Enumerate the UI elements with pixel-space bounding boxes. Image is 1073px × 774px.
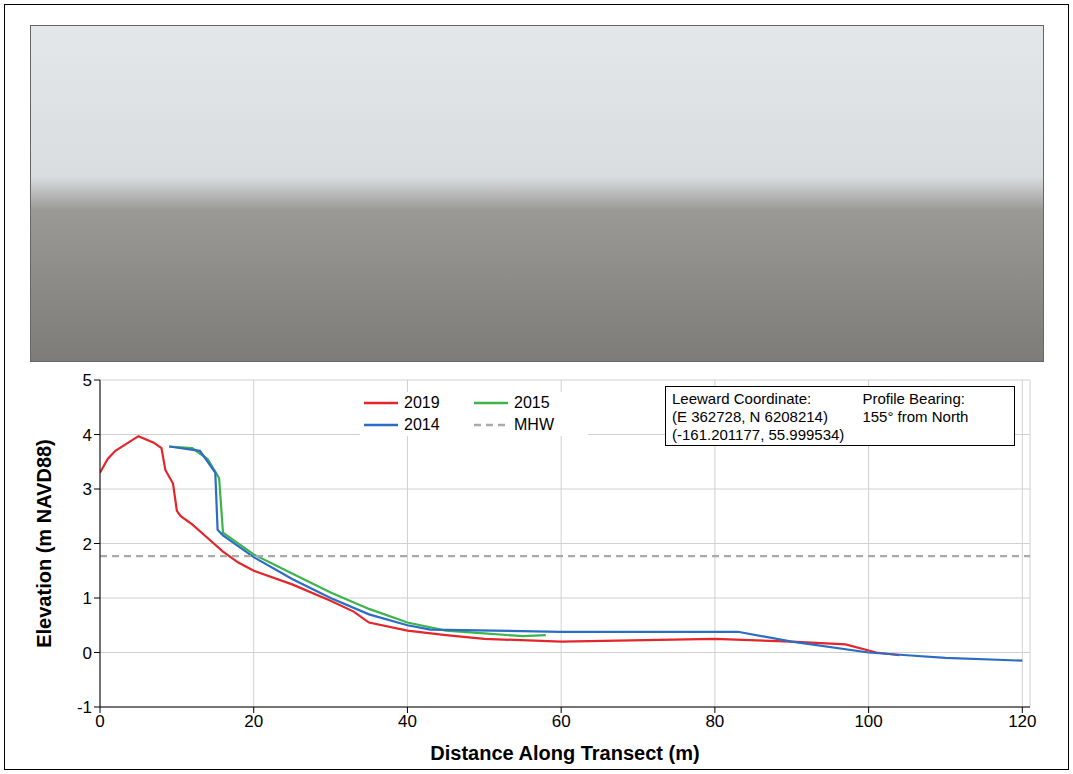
- svg-text:2: 2: [83, 535, 92, 554]
- svg-text:100: 100: [854, 712, 882, 731]
- html-text:(-161.201177, 55.999534): (-161.201177, 55.999534): [672, 426, 845, 443]
- svg-text:20: 20: [244, 712, 263, 731]
- svg-text:3: 3: [83, 480, 92, 499]
- html-text:155° from North: 155° from North: [862, 408, 969, 425]
- html-text:2015: 2015: [514, 394, 550, 411]
- html-text:(E 362728, N 6208214): (E 362728, N 6208214): [672, 408, 828, 425]
- svg-text:1: 1: [83, 589, 92, 608]
- svg-text:60: 60: [552, 712, 571, 731]
- html-text:2014: 2014: [404, 416, 440, 433]
- svg-text:-1: -1: [77, 698, 92, 717]
- svg-text:0: 0: [95, 712, 104, 731]
- svg-text:4: 4: [83, 426, 92, 445]
- html-text:Leeward Coordinate:: Leeward Coordinate:: [672, 390, 812, 407]
- html-text:MHW: MHW: [514, 416, 554, 433]
- svg-text:40: 40: [398, 712, 417, 731]
- svg-text:80: 80: [705, 712, 724, 731]
- html-text:2019: 2019: [404, 394, 440, 411]
- svg-text:5: 5: [83, 371, 92, 390]
- svg-text:Distance Along Transect (m): Distance Along Transect (m): [430, 742, 699, 764]
- svg-text:0: 0: [83, 644, 92, 663]
- html-text:Profile Bearing:: Profile Bearing:: [862, 390, 965, 407]
- svg-text:120: 120: [1008, 712, 1036, 731]
- svg-text:Elevation (m NAVD88): Elevation (m NAVD88): [33, 439, 55, 648]
